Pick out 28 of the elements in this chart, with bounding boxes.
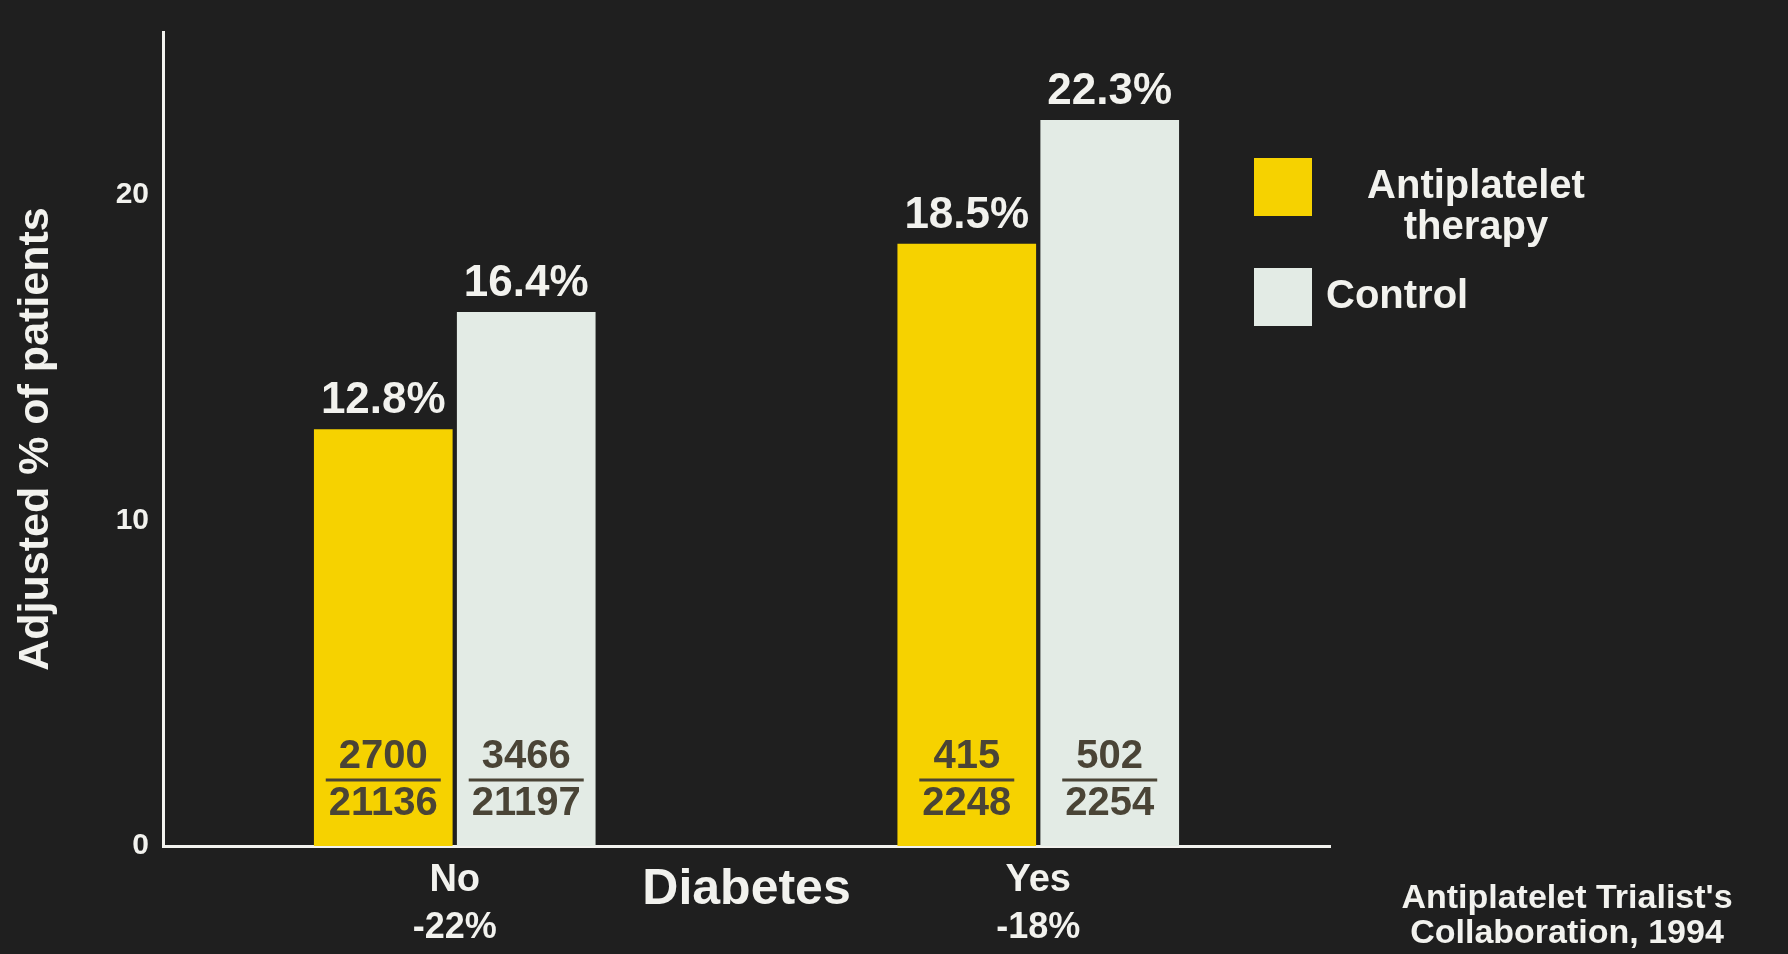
annotation: 21197	[471, 779, 581, 824]
text: -18%	[996, 904, 1081, 946]
x-tick-label: Yes	[1005, 857, 1072, 900]
x-tick-label: No	[429, 857, 481, 900]
y-axis-title: Adjusted % of patients	[8, 207, 57, 671]
legend-label: Control	[1326, 271, 1469, 316]
bar	[456, 312, 596, 846]
bar	[897, 243, 1037, 846]
data-label: 18.5%	[904, 187, 1030, 237]
legend-label: Antiplatelet therapy	[1366, 162, 1586, 247]
annotation: 2700	[338, 732, 428, 777]
annotation: 415	[933, 732, 1001, 777]
bar	[1040, 119, 1180, 846]
annotation: 21136	[328, 779, 438, 824]
text: Antiplatelet Trialist's Collaboration, 1994	[1400, 876, 1734, 951]
data-label: 16.4%	[463, 256, 589, 306]
y-tick-label: 0	[132, 827, 149, 861]
text: -22%	[412, 904, 497, 946]
annotation: 2254	[1065, 779, 1155, 824]
data-label: 22.3%	[1047, 64, 1173, 114]
annotation: 502	[1076, 732, 1144, 777]
bar	[313, 429, 453, 846]
annotation: 2248	[922, 779, 1012, 824]
y-tick-label: 20	[115, 176, 149, 210]
annotation: 3466	[481, 732, 571, 777]
y-tick-label: 10	[115, 501, 149, 535]
data-label: 12.8%	[320, 373, 446, 423]
x-axis-title: Diabetes	[642, 858, 851, 915]
